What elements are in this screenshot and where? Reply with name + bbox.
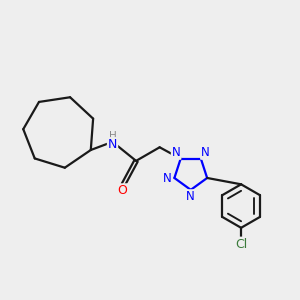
Text: N: N <box>163 172 172 185</box>
Text: N: N <box>172 146 181 159</box>
Text: N: N <box>201 146 210 159</box>
Text: N: N <box>185 190 194 203</box>
Text: Cl: Cl <box>235 238 247 250</box>
Text: H: H <box>109 130 116 140</box>
Text: O: O <box>118 184 128 197</box>
Text: N: N <box>108 138 117 151</box>
